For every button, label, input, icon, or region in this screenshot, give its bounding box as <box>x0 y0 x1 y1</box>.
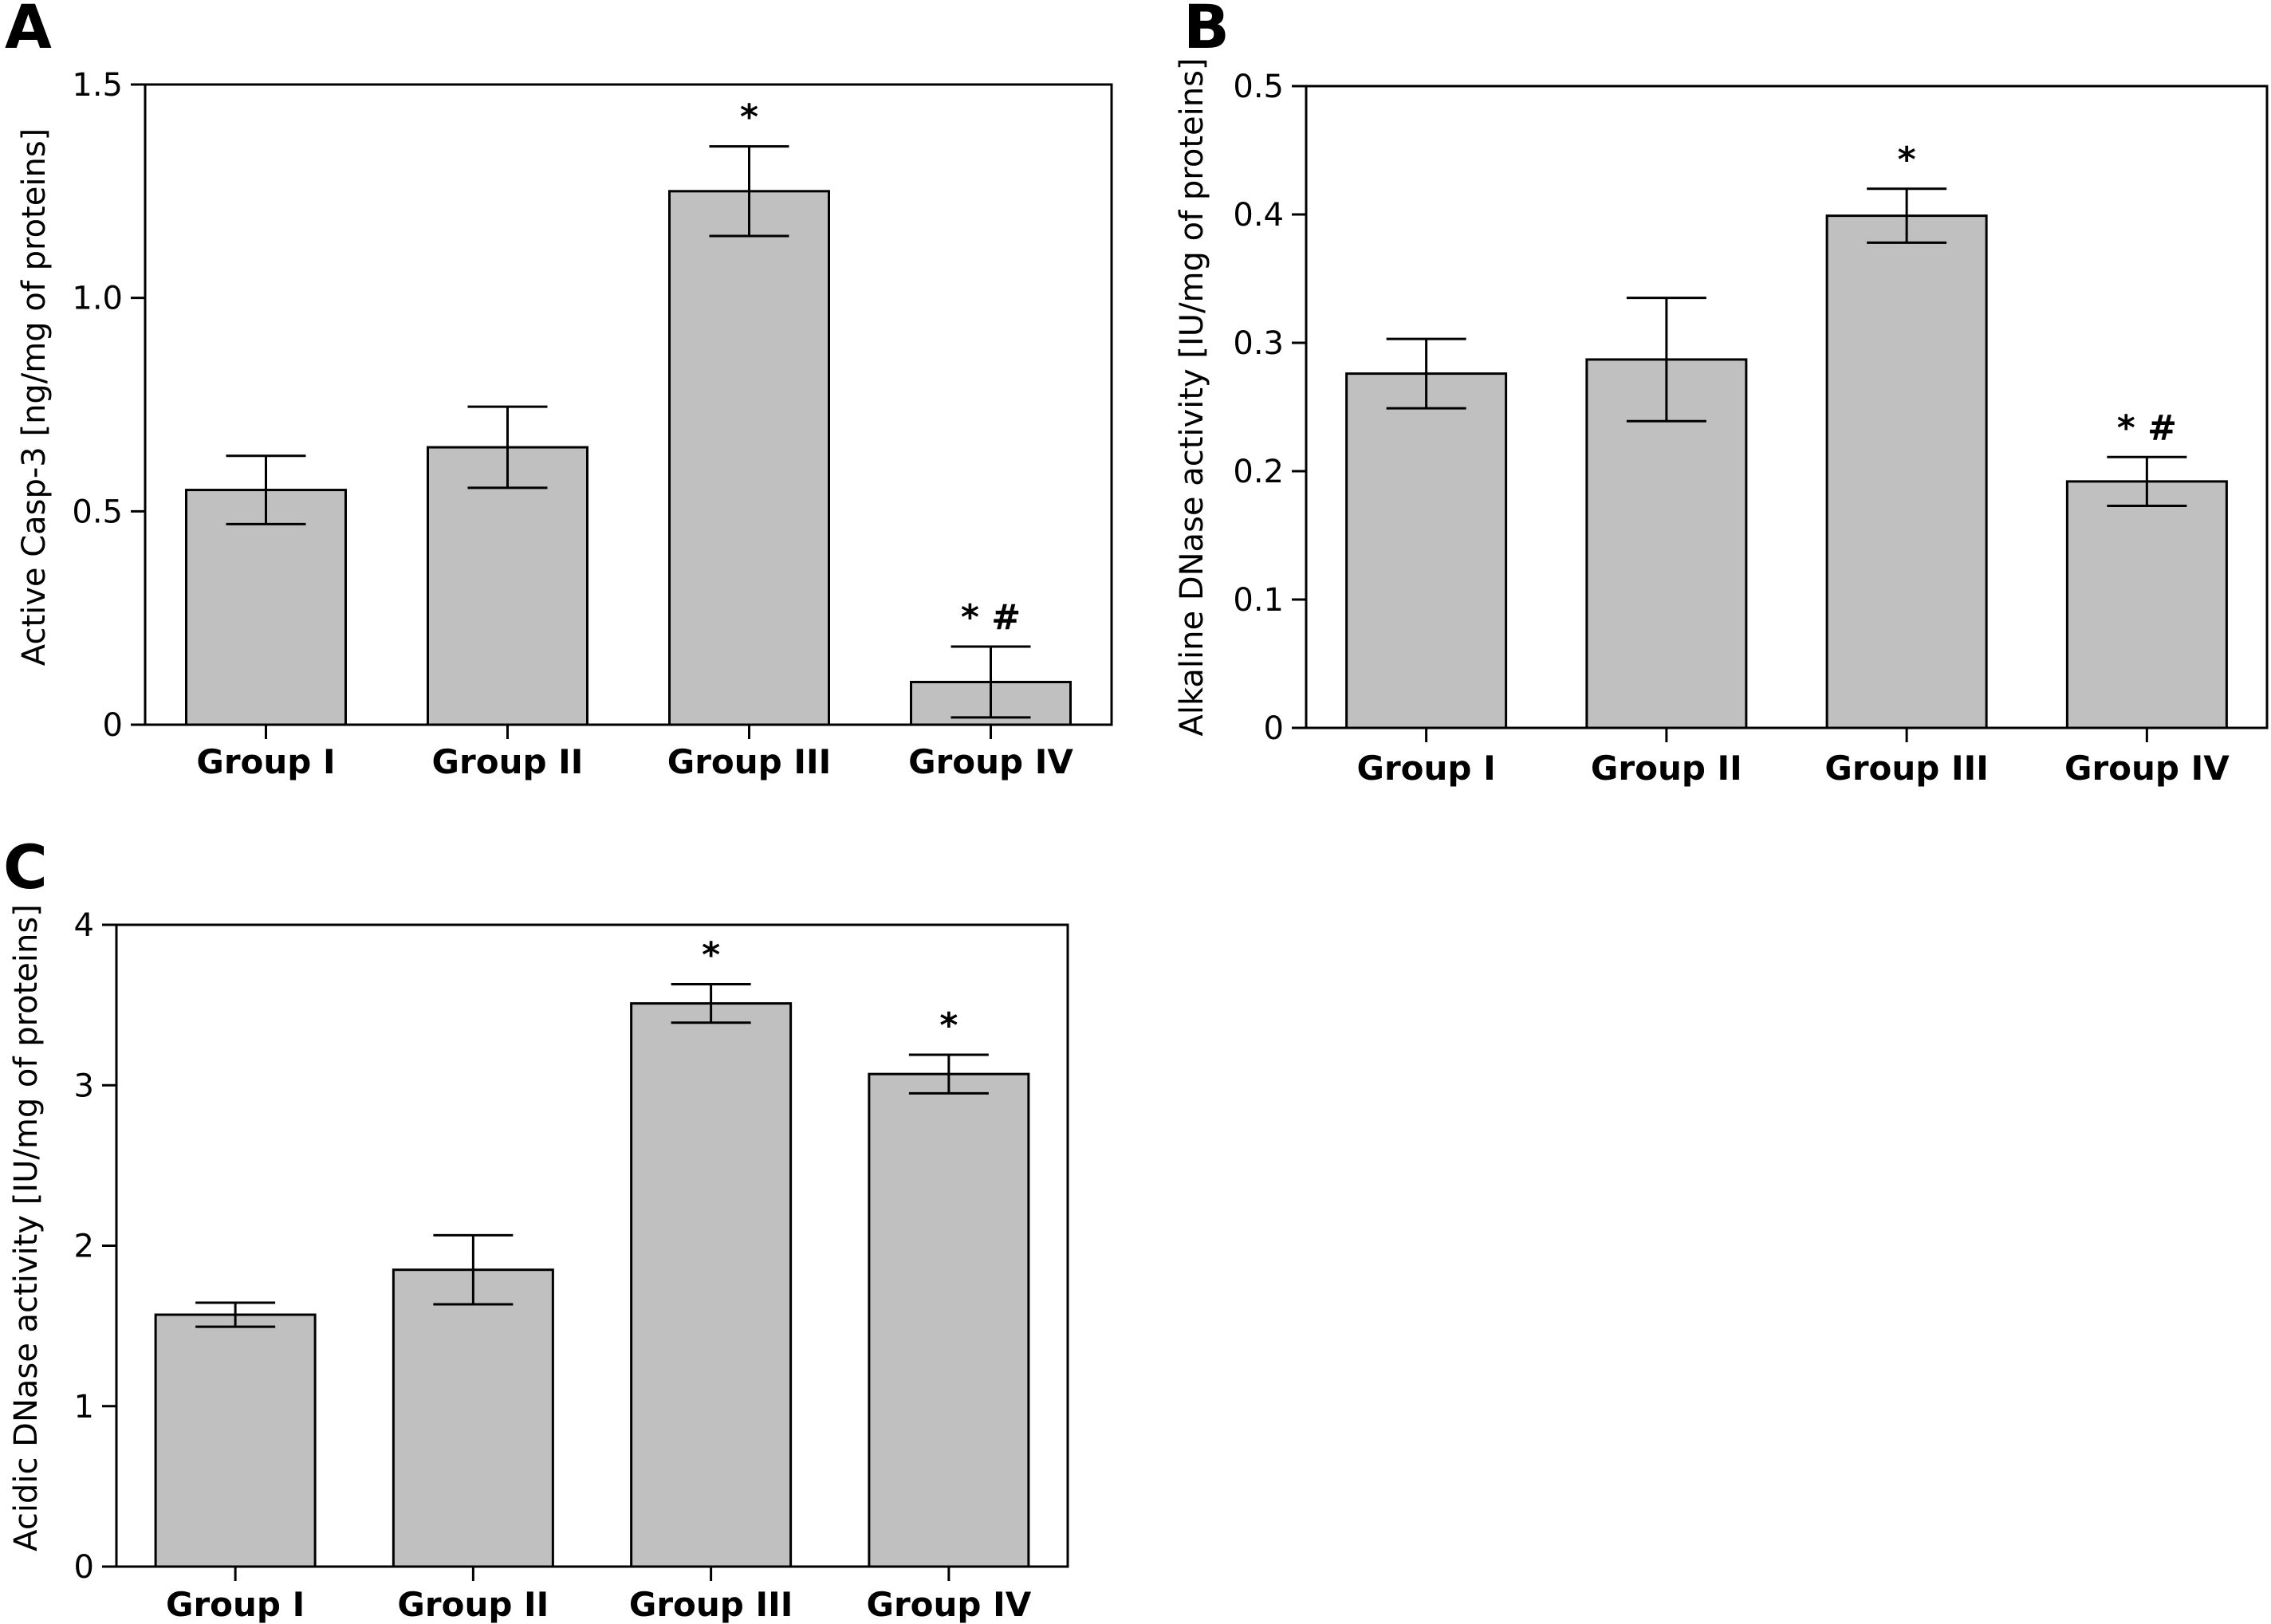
panel-c-ytick-label: 2 <box>74 1229 94 1265</box>
panel-b-significance-mark: * <box>1898 140 1916 180</box>
panel-b-bar <box>1825 214 1988 729</box>
panel-b-ytick-label: 0.5 <box>1233 69 1284 105</box>
panel-a-ytick-label: 0.5 <box>72 493 123 530</box>
panel-c-significance-mark: * <box>702 934 720 975</box>
panel-b: B Alkaline DNase activity [IU/mg of prot… <box>1174 0 2269 788</box>
panel-c-bar <box>392 1268 554 1568</box>
panel-a-marks: 0 0.5 1.0 1.5 Group I Group II Group III * Group… <box>72 67 1073 781</box>
panel-c-ytick-label: 3 <box>74 1068 94 1104</box>
panel-c: C Acidic DNase activity [IU/mg of protei… <box>3 832 1069 1624</box>
panel-c-ytick-label: 0 <box>74 1549 94 1586</box>
panel-a-label: A <box>5 0 52 62</box>
panel-b-category-label: Group III <box>1824 749 1989 788</box>
panel-b-label: B <box>1183 0 1230 62</box>
panel-a-bar <box>668 190 830 726</box>
panel-c-category-label: Group I <box>166 1585 305 1624</box>
panel-c-category-label: Group IV <box>866 1585 1031 1624</box>
panel-a-bar <box>427 446 588 726</box>
panel-c-ylabel: Acidic DNase activity [IU/mg of proteins… <box>8 904 45 1551</box>
panel-b-category-label: Group II <box>1591 749 1742 788</box>
panel-b-category-label: Group IV <box>2064 749 2230 788</box>
panel-a-ytick-label: 1.5 <box>72 67 123 104</box>
panel-c-bar <box>630 1002 793 1568</box>
panel-c-bar <box>154 1313 317 1568</box>
panel-b-ytick-label: 0.1 <box>1233 582 1284 619</box>
panel-c-ytick-label: 1 <box>74 1389 94 1425</box>
panel-b-bar <box>1345 372 1508 729</box>
panel-b-category-label: Group I <box>1356 749 1495 788</box>
panel-b-marks: 0 0.1 0.2 0.3 0.4 0.5 Group I Group II Group III… <box>1233 69 2230 788</box>
panel-b-ytick-label: 0.3 <box>1233 325 1284 362</box>
panel-c-label: C <box>3 832 48 902</box>
panel-a-significance-mark: * # <box>961 597 1021 638</box>
panel-a-ylabel: Active Casp-3 [ng/mg of proteins] <box>16 128 53 667</box>
panel-a-bar <box>185 489 347 726</box>
panel-c-category-label: Group III <box>629 1585 793 1624</box>
panel-a-category-label: Group III <box>667 742 832 781</box>
panel-a-category-label: Group I <box>196 742 335 781</box>
panel-a-category-label: Group IV <box>908 742 1073 781</box>
panel-c-significance-mark: * <box>939 1005 958 1046</box>
panel-c-marks: 0 1 2 3 4 Group I Group II Group III * Group IV * <box>74 907 1032 1624</box>
panel-c-ytick-label: 4 <box>74 907 94 944</box>
panel-c-plot-frame <box>115 923 1069 1568</box>
panel-a-plot-frame <box>144 83 1113 726</box>
panel-b-ytick-label: 0 <box>1264 710 1284 747</box>
panel-b-ytick-label: 0.4 <box>1233 197 1284 234</box>
panel-a: A Active Casp-3 [ng/mg of proteins] 0 0.5… <box>5 0 1113 781</box>
panel-b-plot-frame <box>1305 85 2269 729</box>
panel-b-ylabel: Alkaline DNase activity [IU/mg of protei… <box>1174 57 1210 736</box>
panel-a-category-label: Group II <box>432 742 584 781</box>
panel-b-significance-mark: * # <box>2117 407 2177 448</box>
panel-c-bar <box>868 1072 1030 1568</box>
panel-a-significance-mark: * <box>740 97 758 138</box>
panel-a-ytick-label: 0 <box>103 707 123 744</box>
panel-c-category-label: Group II <box>397 1585 549 1624</box>
panel-b-ytick-label: 0.2 <box>1233 454 1284 490</box>
panel-a-ytick-label: 1.0 <box>72 281 123 317</box>
panel-b-bar <box>2065 480 2228 729</box>
